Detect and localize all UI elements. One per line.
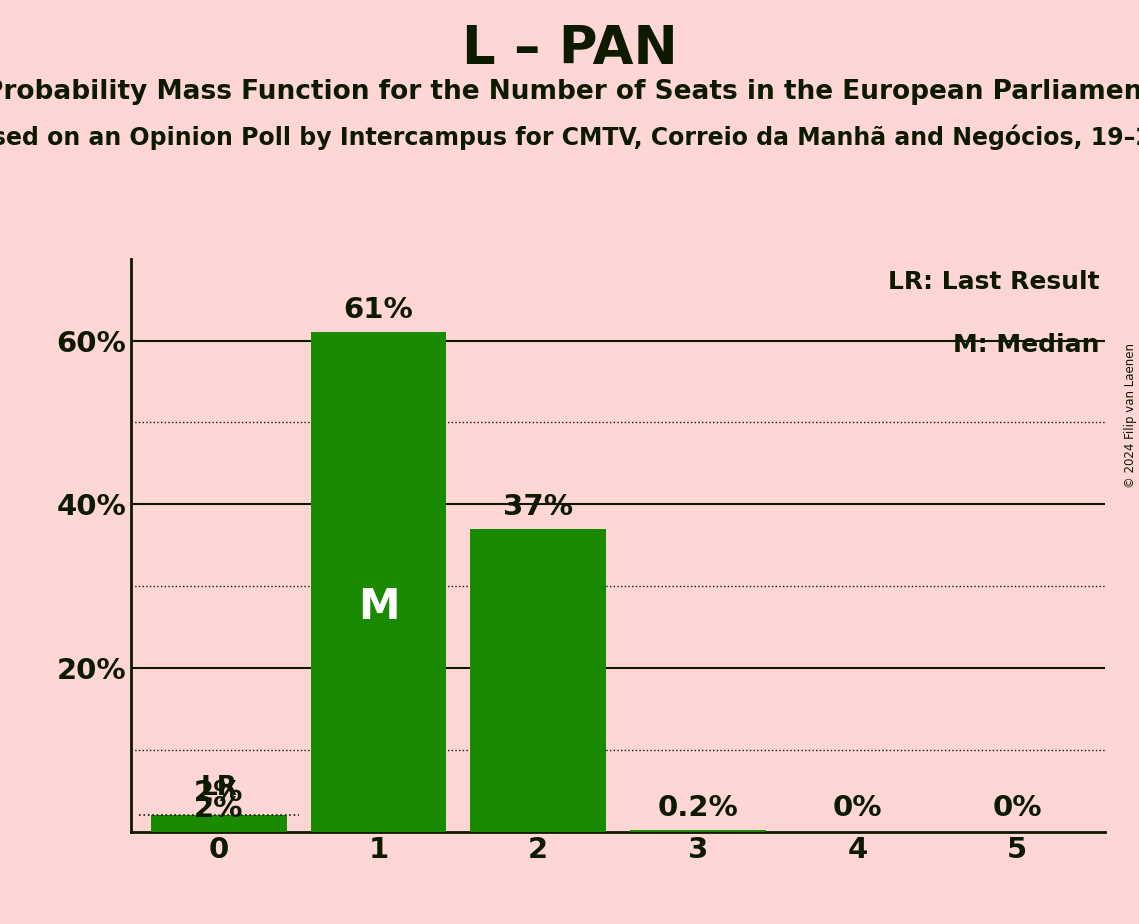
Text: 37%: 37% xyxy=(503,492,573,520)
Text: LR: LR xyxy=(200,774,237,800)
Text: 2%: 2% xyxy=(194,779,244,807)
Text: 0%: 0% xyxy=(992,794,1042,821)
Text: LR: Last Result: LR: Last Result xyxy=(888,270,1100,294)
Bar xyxy=(311,333,446,832)
Text: L – PAN: L – PAN xyxy=(461,23,678,75)
Text: 2%: 2% xyxy=(194,796,244,823)
Text: Probability Mass Function for the Number of Seats in the European Parliament: Probability Mass Function for the Number… xyxy=(0,79,1139,104)
Text: M: M xyxy=(358,586,399,628)
Text: © 2024 Filip van Laenen: © 2024 Filip van Laenen xyxy=(1124,344,1137,488)
Text: 61%: 61% xyxy=(344,297,413,324)
Text: M: Median: M: Median xyxy=(953,334,1100,358)
Text: 0.2%: 0.2% xyxy=(657,794,738,821)
Text: Based on an Opinion Poll by Intercampus for CMTV, Correio da Manhã and Negócios,: Based on an Opinion Poll by Intercampus … xyxy=(0,125,1139,151)
Bar xyxy=(630,830,765,832)
Bar xyxy=(470,529,606,832)
Text: 0%: 0% xyxy=(833,794,882,821)
Bar xyxy=(151,815,287,832)
